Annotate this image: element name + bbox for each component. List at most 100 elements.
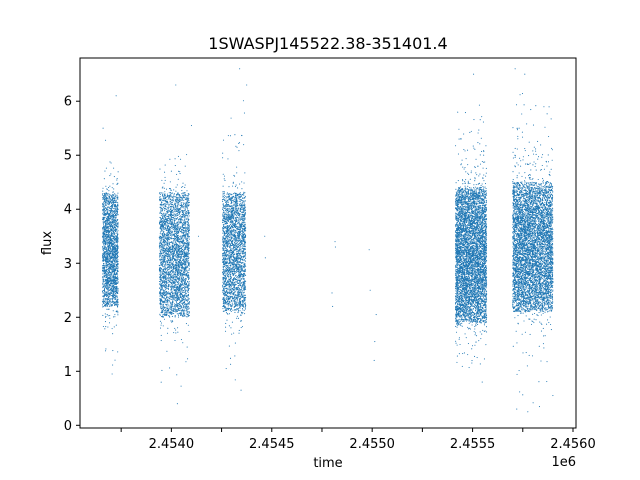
data-point [183, 199, 185, 201]
data-point [161, 270, 163, 272]
data-point [166, 203, 168, 205]
data-point [177, 229, 179, 231]
data-point [163, 219, 165, 221]
data-point [167, 299, 169, 301]
data-point [160, 202, 163, 204]
data-point [164, 207, 166, 210]
data-point [115, 292, 117, 294]
data-point [111, 187, 113, 189]
data-point [107, 239, 109, 241]
data-point [112, 227, 114, 229]
data-point [165, 251, 167, 253]
data-point [110, 283, 112, 285]
data-point [160, 322, 163, 324]
data-point [159, 212, 161, 214]
data-point [116, 239, 118, 241]
data-point [107, 315, 109, 317]
data-point [170, 220, 172, 222]
data-point [180, 203, 182, 205]
data-point [104, 261, 106, 263]
data-point [108, 303, 110, 305]
data-point [114, 248, 116, 250]
data-point [180, 289, 182, 291]
data-point [109, 197, 111, 199]
data-point [182, 309, 184, 311]
data-point [106, 292, 108, 294]
data-point [113, 197, 115, 199]
data-point [102, 282, 104, 284]
data-point [159, 224, 161, 226]
data-point [186, 244, 188, 246]
data-point [116, 265, 118, 267]
data-point [162, 192, 164, 194]
data-point [108, 300, 110, 302]
data-point [179, 256, 181, 259]
data-point [109, 271, 111, 273]
data-point [184, 285, 186, 287]
data-point [111, 238, 113, 240]
data-point [102, 226, 105, 228]
data-point [104, 235, 106, 237]
data-point [112, 316, 115, 318]
data-point [102, 279, 104, 281]
data-point [110, 229, 112, 231]
data-point [181, 206, 183, 208]
data-point [106, 213, 108, 215]
data-point [175, 255, 177, 257]
data-point [174, 209, 176, 211]
data-point [104, 290, 106, 293]
data-point [109, 314, 111, 317]
data-point [172, 303, 174, 305]
data-point [109, 175, 111, 177]
data-point [186, 346, 188, 348]
data-point [107, 288, 109, 291]
data-point [170, 262, 172, 264]
data-point [184, 293, 186, 296]
data-point [158, 280, 161, 283]
data-point [187, 294, 189, 296]
data-point [178, 266, 180, 268]
data-point [184, 283, 186, 286]
data-point [179, 294, 181, 296]
data-point [108, 249, 110, 252]
data-point [109, 221, 111, 223]
data-point [107, 231, 109, 233]
data-point [174, 198, 176, 201]
data-point [160, 281, 162, 283]
data-point [165, 246, 168, 248]
data-point [169, 312, 171, 314]
data-point [177, 289, 179, 291]
data-point [167, 237, 169, 239]
data-point [106, 199, 108, 201]
data-point [113, 302, 115, 304]
data-point [170, 215, 173, 218]
data-point [107, 245, 109, 247]
data-point [178, 309, 180, 312]
data-point [106, 224, 108, 226]
data-point [113, 208, 115, 210]
data-point [113, 297, 115, 299]
data-point [163, 277, 165, 279]
data-point [188, 303, 190, 305]
data-point [187, 311, 189, 313]
data-point [178, 292, 180, 294]
data-point [116, 207, 119, 209]
data-point [103, 254, 105, 256]
data-point [108, 219, 110, 221]
data-point [112, 250, 114, 252]
data-point [102, 247, 104, 249]
data-point [117, 214, 119, 216]
data-point [104, 192, 106, 194]
data-point [115, 232, 117, 234]
data-point [164, 193, 166, 195]
data-point [181, 294, 183, 296]
data-point [181, 296, 183, 298]
data-point [114, 204, 116, 207]
data-point [105, 198, 108, 200]
data-point [159, 247, 161, 249]
data-point [105, 223, 107, 226]
data-point [111, 229, 113, 231]
data-point [115, 288, 117, 290]
data-point [111, 287, 113, 289]
data-point [102, 252, 104, 254]
